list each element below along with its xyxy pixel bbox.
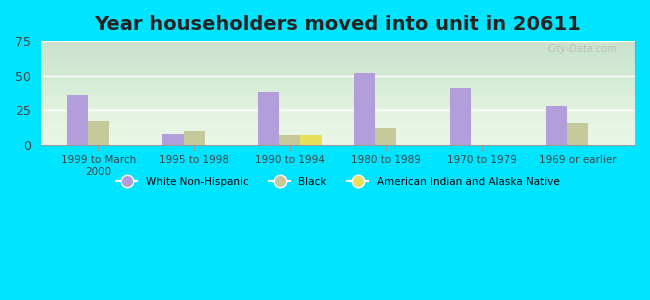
Bar — [375, 128, 396, 145]
Bar — [567, 123, 588, 145]
Text: City-Data.com: City-Data.com — [547, 44, 617, 54]
Bar — [66, 95, 88, 145]
Bar — [183, 131, 205, 145]
Bar — [258, 92, 280, 145]
Bar — [280, 135, 300, 145]
Bar — [162, 134, 183, 145]
Bar — [450, 88, 471, 145]
Bar — [354, 73, 375, 145]
Title: Year householders moved into unit in 20611: Year householders moved into unit in 206… — [94, 15, 581, 34]
Bar — [546, 106, 567, 145]
Legend: White Non-Hispanic, Black, American Indian and Alaska Native: White Non-Hispanic, Black, American Indi… — [112, 173, 564, 191]
Bar — [88, 121, 109, 145]
Bar — [300, 135, 322, 145]
